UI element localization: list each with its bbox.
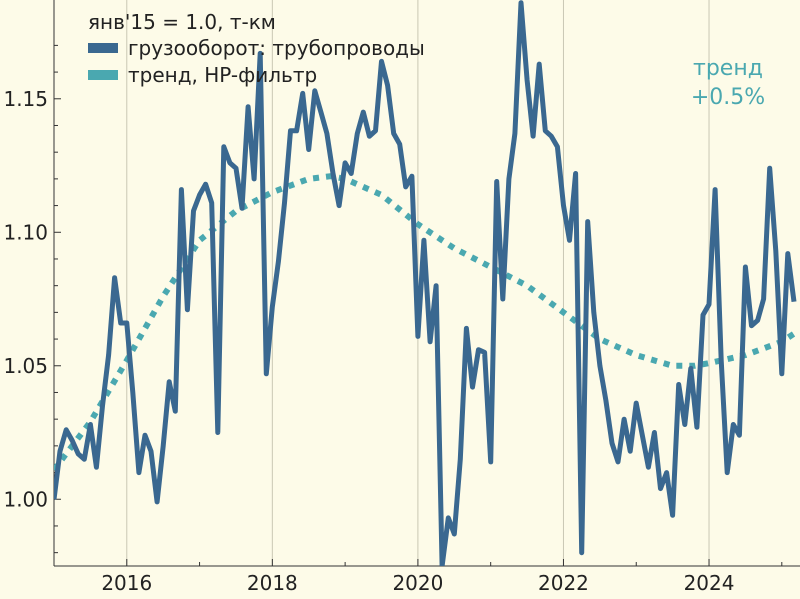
x-tick-label: 2024 xyxy=(684,571,735,595)
trend-annotation: тренд +0.5% xyxy=(691,56,765,110)
y-tick-label: 1.00 xyxy=(3,487,48,511)
legend-swatch-trend xyxy=(88,70,118,80)
chart-title: янв'15 = 1.0, т-км xyxy=(88,10,276,34)
legend-swatch-pipeline xyxy=(88,43,118,53)
x-axis: 2016 2018 2020 2022 2024 xyxy=(53,559,800,595)
x-tick-label: 2016 xyxy=(101,571,152,595)
trend-annotation-line1: тренд xyxy=(693,56,763,81)
x-tick-label: 2018 xyxy=(247,571,298,595)
legend-label-pipeline: грузооборот: трубопроводы xyxy=(128,36,425,60)
series-line-pipeline xyxy=(54,0,797,566)
y-tick-label: 1.15 xyxy=(3,87,48,111)
series-layer xyxy=(54,0,797,566)
y-tick-label: 1.05 xyxy=(3,354,48,378)
y-axis: 1.00 1.05 1.10 1.15 xyxy=(3,0,61,566)
legend: грузооборот: трубопроводы тренд, HP-филь… xyxy=(88,36,425,87)
x-tick-label: 2022 xyxy=(538,571,589,595)
x-tick-label: 2020 xyxy=(392,571,443,595)
y-tick-label: 1.10 xyxy=(3,220,48,244)
legend-label-trend: тренд, HP-фильтр xyxy=(128,63,317,87)
trend-annotation-line2: +0.5% xyxy=(691,85,765,110)
